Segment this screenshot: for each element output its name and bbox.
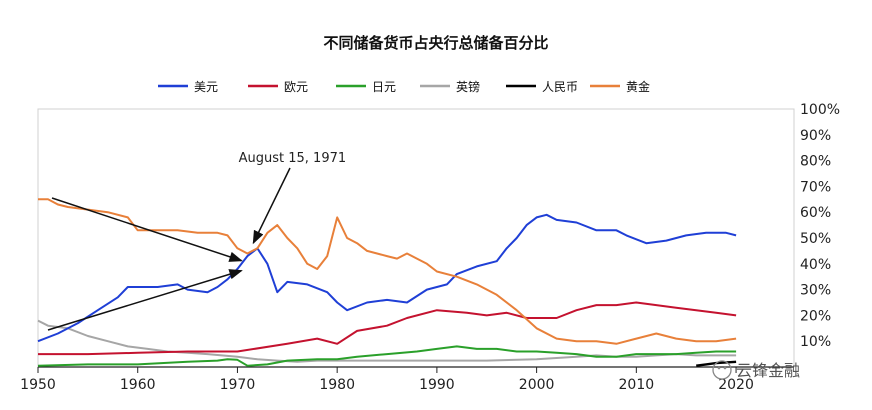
y-tick-label: 60%: [800, 205, 831, 221]
legend-label: 英镑: [456, 79, 480, 94]
y-tick-label: 10%: [800, 334, 831, 350]
arrow-annotation: [252, 167, 291, 245]
x-tick-label: 1970: [220, 377, 256, 393]
series-line: [38, 198, 737, 345]
x-tick-label: 1950: [20, 377, 56, 393]
series-line: [37, 319, 737, 363]
series-line: [37, 345, 737, 367]
plot-frame: [37, 108, 795, 368]
y-tick-label: 100%: [800, 102, 840, 118]
x-tick-label: 2000: [519, 377, 555, 393]
y-tick-label: 70%: [800, 179, 831, 195]
chart-legend: 美元 欧元 日元 英镑 人民币 黄金: [158, 79, 650, 94]
x-tick-label: 2020: [718, 377, 754, 393]
y-tick-label: 20%: [800, 308, 831, 324]
x-tick-label: 1980: [319, 377, 355, 393]
arrow-usd: [47, 269, 243, 331]
legend-label: 欧元: [284, 80, 308, 94]
series-line: [38, 301, 737, 356]
series-lines: [37, 198, 737, 367]
x-tick-label: 1960: [120, 377, 156, 393]
y-tick-label: 90%: [800, 128, 831, 144]
x-tick-label: 1990: [419, 377, 455, 393]
watermark-text: 云锋金融: [736, 361, 800, 380]
y-tick-label: 80%: [800, 154, 831, 170]
series-line: [37, 213, 737, 343]
chart-title: 不同储备货币占央行总储备百分比: [323, 34, 548, 52]
annotation-label: August 15, 1971: [239, 151, 347, 166]
arrow-gold: [51, 197, 243, 262]
legend-label: 美元: [194, 80, 218, 94]
y-axis: 10% 20% 30% 40% 50% 60% 70% 80% 90% 100%: [800, 102, 840, 350]
legend-label: 日元: [372, 80, 396, 94]
legend-label: 人民币: [542, 80, 578, 94]
x-tick-label: 2010: [619, 377, 655, 393]
annotation-arrows: [47, 167, 291, 331]
watermark: 云锋金融: [712, 360, 800, 380]
x-axis: 1950 1960 1970 1980 1990 2000 2010 2020: [20, 367, 754, 393]
y-tick-label: 30%: [800, 283, 831, 299]
y-tick-label: 50%: [800, 231, 831, 247]
y-tick-label: 40%: [800, 257, 831, 273]
annotation: August 15, 1971: [239, 151, 347, 166]
legend-label: 黄金: [626, 79, 650, 94]
